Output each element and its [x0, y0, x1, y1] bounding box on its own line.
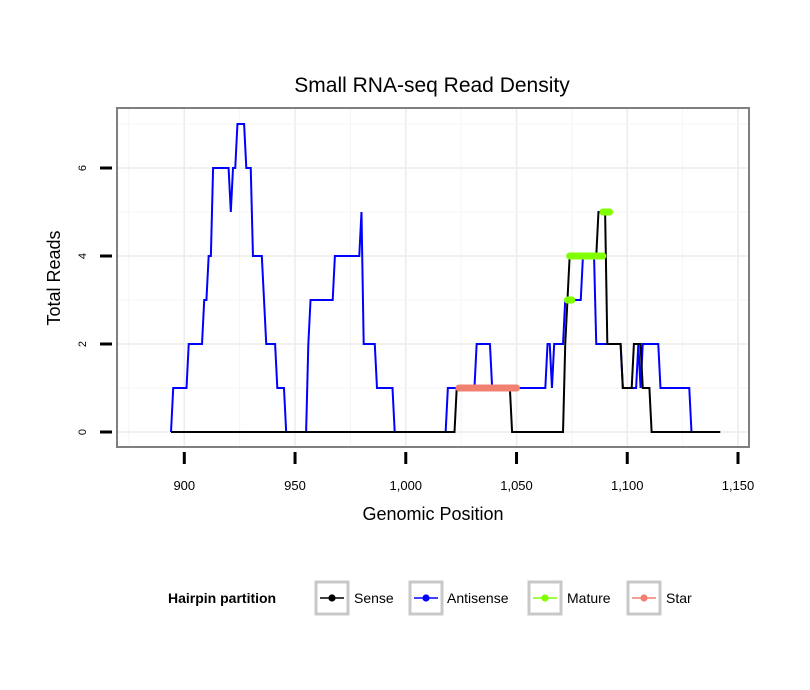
x-tick-label: 950	[284, 478, 306, 493]
legend-key-point	[640, 594, 648, 602]
x-axis: 900 950 1,000 1,050 1,100 1,150	[173, 452, 754, 493]
x-tick-label: 1,100	[611, 478, 644, 493]
legend-label-sense: Sense	[354, 590, 394, 606]
y-axis: 0 2 4 6	[77, 165, 112, 435]
plot-panel	[117, 108, 749, 447]
y-tick-label: 0	[77, 429, 89, 435]
legend-key-point	[422, 594, 430, 602]
series-layer	[170, 123, 721, 433]
x-tick-label: 1,150	[722, 478, 755, 493]
y-tick-label: 4	[77, 253, 89, 259]
legend-label-star: Star	[666, 590, 692, 606]
x-tick-label: 1,050	[500, 478, 533, 493]
legend-title: Hairpin partition	[168, 590, 276, 606]
legend: Hairpin partition Sense Antisense Mature St…	[168, 580, 692, 616]
legend-label-antisense: Antisense	[447, 590, 509, 606]
plot-panel-border	[116, 107, 750, 448]
chart-title: Small RNA-seq Read Density	[294, 74, 570, 97]
legend-key-point	[541, 594, 549, 602]
x-axis-title: Genomic Position	[362, 504, 503, 524]
y-tick-label: 6	[77, 165, 89, 171]
x-tick-label: 900	[173, 478, 195, 493]
y-axis-title: Total Reads	[44, 230, 64, 325]
x-tick-label: 1,000	[390, 478, 423, 493]
legend-label-mature: Mature	[567, 590, 611, 606]
legend-key-point	[328, 594, 336, 602]
y-tick-label: 2	[77, 341, 89, 347]
